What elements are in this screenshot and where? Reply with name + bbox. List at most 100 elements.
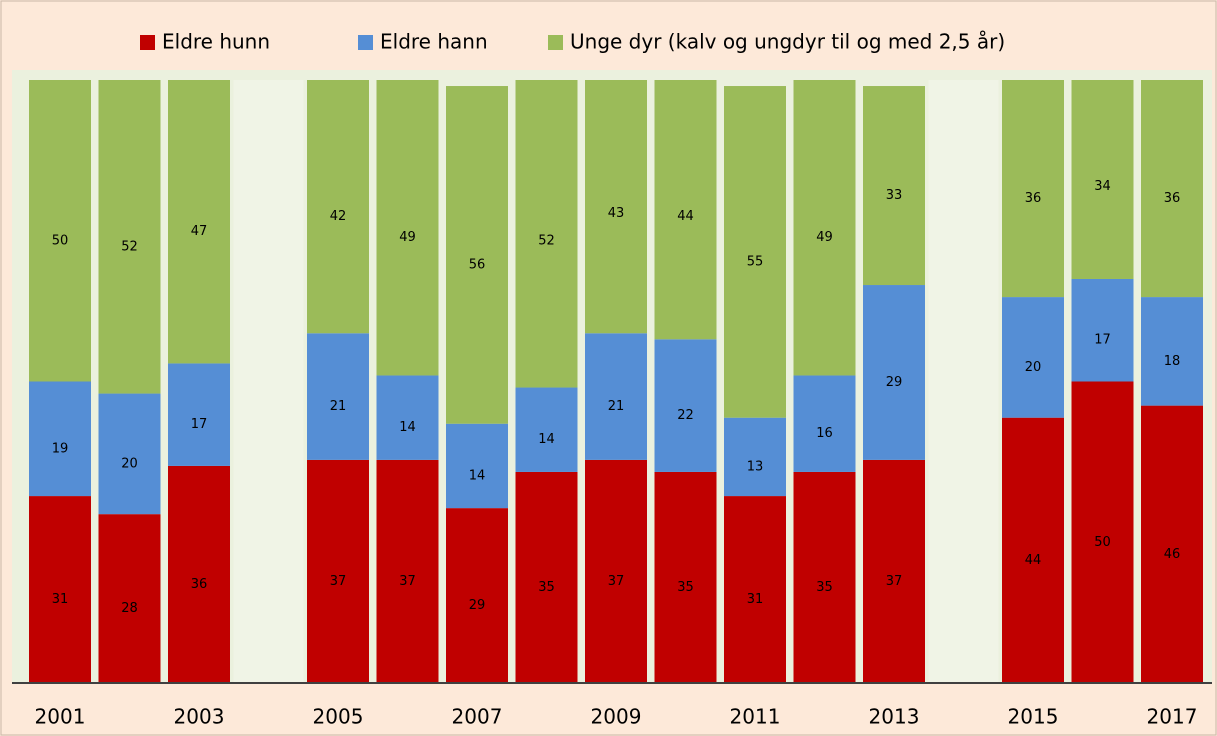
x-tick-label: 2001 xyxy=(35,705,86,729)
value-label: 13 xyxy=(747,459,764,474)
value-label: 36 xyxy=(1025,191,1042,206)
bar-segment xyxy=(168,80,230,364)
bar-segment xyxy=(1002,80,1064,298)
bar-segment xyxy=(29,80,91,382)
bar-segment xyxy=(446,508,508,683)
bar-segment xyxy=(98,393,161,515)
bar-segment xyxy=(1071,278,1134,382)
bar-segment xyxy=(585,80,647,334)
value-label: 37 xyxy=(399,574,416,589)
bar-segment xyxy=(376,80,439,376)
value-label: 34 xyxy=(1094,179,1111,194)
value-label: 56 xyxy=(469,257,486,272)
empty-slot xyxy=(928,80,999,683)
bar-segment xyxy=(585,333,647,460)
value-label: 21 xyxy=(330,399,347,414)
bar-segment xyxy=(1002,297,1064,418)
bar-segment xyxy=(376,375,439,460)
legend-swatch xyxy=(548,35,563,50)
value-label: 22 xyxy=(677,408,694,423)
bar-segment xyxy=(376,459,439,683)
value-label: 21 xyxy=(608,399,625,414)
x-tick-label: 2015 xyxy=(1008,705,1059,729)
value-label: 19 xyxy=(52,441,69,456)
value-label: 52 xyxy=(538,233,555,248)
value-label: 14 xyxy=(538,432,555,447)
bar-segment xyxy=(98,80,161,394)
value-label: 47 xyxy=(191,224,208,239)
value-label: 16 xyxy=(816,426,833,441)
value-label: 37 xyxy=(330,574,347,589)
value-label: 28 xyxy=(121,601,138,616)
value-label: 18 xyxy=(1164,354,1181,369)
value-label: 29 xyxy=(886,375,903,390)
value-label: 17 xyxy=(1094,333,1111,348)
legend-label: Unge dyr (kalv og ungdyr til og med 2,5 … xyxy=(570,30,1005,54)
bar-segment xyxy=(863,459,925,683)
bar-segment xyxy=(1141,405,1203,683)
value-label: 35 xyxy=(538,580,555,595)
bar-segment xyxy=(168,363,230,466)
value-label: 55 xyxy=(747,254,764,269)
value-label: 42 xyxy=(330,209,347,224)
bar-segment xyxy=(1141,297,1203,406)
bars xyxy=(29,80,1203,683)
bar-segment xyxy=(863,86,925,286)
bar-segment xyxy=(307,80,369,334)
value-label: 37 xyxy=(608,574,625,589)
bar-segment xyxy=(654,80,717,340)
x-tick-label: 2003 xyxy=(174,705,225,729)
value-label: 46 xyxy=(1164,547,1181,562)
bar-segment xyxy=(654,471,717,683)
bar-segment xyxy=(654,339,717,472)
legend-label: Eldre hunn xyxy=(162,30,270,54)
value-label: 50 xyxy=(1094,535,1111,550)
value-label: 49 xyxy=(399,230,416,245)
value-label: 52 xyxy=(121,239,138,254)
x-tick-label: 2011 xyxy=(730,705,781,729)
bar-segment xyxy=(724,496,786,683)
value-label: 37 xyxy=(886,574,903,589)
bar-segment xyxy=(515,387,578,472)
legend-swatch xyxy=(358,35,373,50)
value-label: 33 xyxy=(886,188,903,203)
bar-segment xyxy=(515,471,578,683)
value-label: 14 xyxy=(469,468,486,483)
value-label: 35 xyxy=(816,580,833,595)
legend-label: Eldre hann xyxy=(380,30,488,54)
x-tick-label: 2017 xyxy=(1147,705,1198,729)
empty-slot xyxy=(233,80,304,683)
bar-segment xyxy=(29,496,91,683)
bar-segment xyxy=(1002,417,1064,683)
bar-segment xyxy=(515,80,578,388)
bar-segment xyxy=(307,459,369,683)
value-label: 36 xyxy=(191,577,208,592)
bar-segment xyxy=(307,333,369,460)
bar-segment xyxy=(793,375,856,472)
bar-segment xyxy=(1071,381,1134,683)
value-label: 35 xyxy=(677,580,694,595)
x-tick-label: 2009 xyxy=(591,705,642,729)
bar-segment xyxy=(724,86,786,418)
legend-swatch xyxy=(140,35,155,50)
x-tick-label: 2005 xyxy=(313,705,364,729)
bar-segment xyxy=(724,417,786,497)
value-label: 44 xyxy=(677,209,694,224)
bar-segment xyxy=(98,514,161,683)
value-label: 44 xyxy=(1025,553,1042,568)
value-label: 43 xyxy=(608,206,625,221)
bar-segment xyxy=(1071,80,1134,279)
x-tick-label: 2013 xyxy=(869,705,920,729)
x-tick-label: 2007 xyxy=(452,705,503,729)
bar-segment xyxy=(446,86,508,424)
value-label: 31 xyxy=(747,592,764,607)
value-label: 20 xyxy=(1025,360,1042,375)
bar-segment xyxy=(863,285,925,460)
bar-segment xyxy=(585,459,647,683)
value-label: 17 xyxy=(191,417,208,432)
bar-segment xyxy=(29,381,91,497)
bar-segment xyxy=(793,80,856,376)
value-label: 50 xyxy=(52,233,69,248)
bar-segment xyxy=(446,423,508,509)
